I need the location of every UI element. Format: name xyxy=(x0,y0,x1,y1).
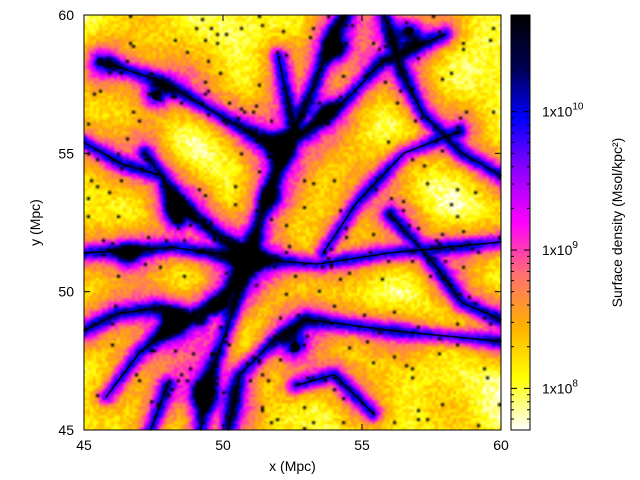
filament-14 xyxy=(149,384,169,431)
filament-13 xyxy=(389,213,502,321)
colorbar-tick-label: 1x109 xyxy=(542,240,578,258)
filament-6 xyxy=(277,55,297,130)
filament-7 xyxy=(227,318,502,431)
colorbar-label: Surface density (Msol/kpc²) xyxy=(609,138,625,308)
halo-8 xyxy=(290,342,301,352)
filament-11 xyxy=(83,307,202,332)
halo-13 xyxy=(265,192,276,203)
halo-7 xyxy=(123,251,133,261)
y-tick-label: 45 xyxy=(58,422,74,438)
halo-10 xyxy=(321,107,331,117)
x-tick-label: 60 xyxy=(493,437,509,453)
halo-5 xyxy=(151,90,162,101)
y-axis-label: y (Mpc) xyxy=(27,199,43,246)
plot-frame xyxy=(83,14,502,431)
halo-14 xyxy=(212,298,222,308)
density-map xyxy=(84,15,501,430)
halo-4 xyxy=(167,319,179,331)
halo-6 xyxy=(331,42,343,54)
filament-5 xyxy=(144,152,249,260)
filament-12 xyxy=(294,373,374,415)
colorbar-gradient xyxy=(510,14,531,431)
halo-12 xyxy=(96,57,105,67)
colorbar-tick-label: 1x108 xyxy=(542,378,578,396)
plot-area xyxy=(83,14,502,431)
halo-3 xyxy=(197,387,210,401)
colorbar: 1x108 1x109 1x1010 xyxy=(510,14,584,431)
y-tick-label: 50 xyxy=(58,284,74,300)
halo-1 xyxy=(241,251,256,266)
filament-8 xyxy=(383,14,502,177)
halo-9 xyxy=(404,26,415,37)
axes: 45 50 55 60 45 50 55 60 xyxy=(58,7,509,453)
filament-10 xyxy=(83,141,180,221)
x-tick-label: 55 xyxy=(354,437,370,453)
y-tick-label: 55 xyxy=(58,145,74,161)
x-tick-label: 50 xyxy=(215,437,231,453)
halo-2 xyxy=(275,141,288,155)
x-tick-label: 45 xyxy=(76,437,92,453)
y-tick-label: 60 xyxy=(58,7,74,23)
halo-11 xyxy=(171,204,181,214)
x-axis-label: x (Mpc) xyxy=(269,458,316,474)
colorbar-tick-label: 1x1010 xyxy=(542,102,584,120)
filament-9 xyxy=(322,130,461,254)
